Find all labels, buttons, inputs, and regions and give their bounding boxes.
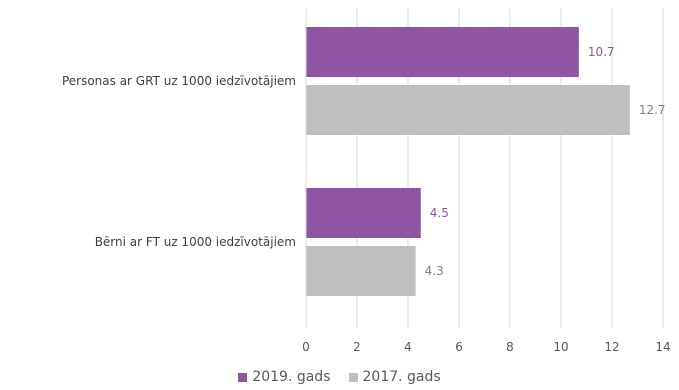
category-label: Bērni ar FT uz 1000 iedzīvotājiem xyxy=(95,235,296,249)
data-label: 12.7 xyxy=(639,103,666,117)
category-labels: Personas ar GRT uz 1000 iedzīvotājiem Bēr… xyxy=(62,74,296,249)
bar-2019-gads-1 xyxy=(306,188,421,238)
x-tick-label: 12 xyxy=(604,340,619,354)
x-tick-label: 4 xyxy=(404,340,412,354)
bar-2019-gads-0 xyxy=(306,27,579,77)
x-tick-label: 0 xyxy=(302,340,310,354)
x-tick-label: 8 xyxy=(506,340,514,354)
data-label: 4.5 xyxy=(430,206,449,220)
legend-label-2019: 2019. gads xyxy=(252,369,331,385)
legend: 2019. gads 2017. gads xyxy=(0,366,679,388)
legend-swatch-2019 xyxy=(238,372,248,382)
bars xyxy=(306,27,630,296)
legend-item-2019: 2019. gads xyxy=(238,369,331,385)
category-label: Personas ar GRT uz 1000 iedzīvotājiem xyxy=(62,74,296,88)
x-tick-labels: 0 2 4 6 8 10 12 14 xyxy=(302,340,670,354)
legend-label-2017: 2017. gads xyxy=(362,369,441,385)
data-label: 4.3 xyxy=(425,264,444,278)
x-tick-label: 10 xyxy=(553,340,568,354)
bar-chart: 10.7 4.5 12.7 4.3 0 2 4 6 8 10 12 14 Personas ar G… xyxy=(62,8,671,354)
data-label: 10.7 xyxy=(588,45,615,59)
x-tick-label: 2 xyxy=(353,340,361,354)
legend-swatch-2017 xyxy=(348,372,358,382)
bar-2017-gads-1 xyxy=(306,246,416,296)
data-labels: 10.7 4.5 12.7 4.3 xyxy=(425,45,666,278)
legend-item-2017: 2017. gads xyxy=(348,369,441,385)
x-tick-label: 6 xyxy=(455,340,463,354)
bar-2017-gads-0 xyxy=(306,85,630,135)
x-tick-label: 14 xyxy=(655,340,670,354)
